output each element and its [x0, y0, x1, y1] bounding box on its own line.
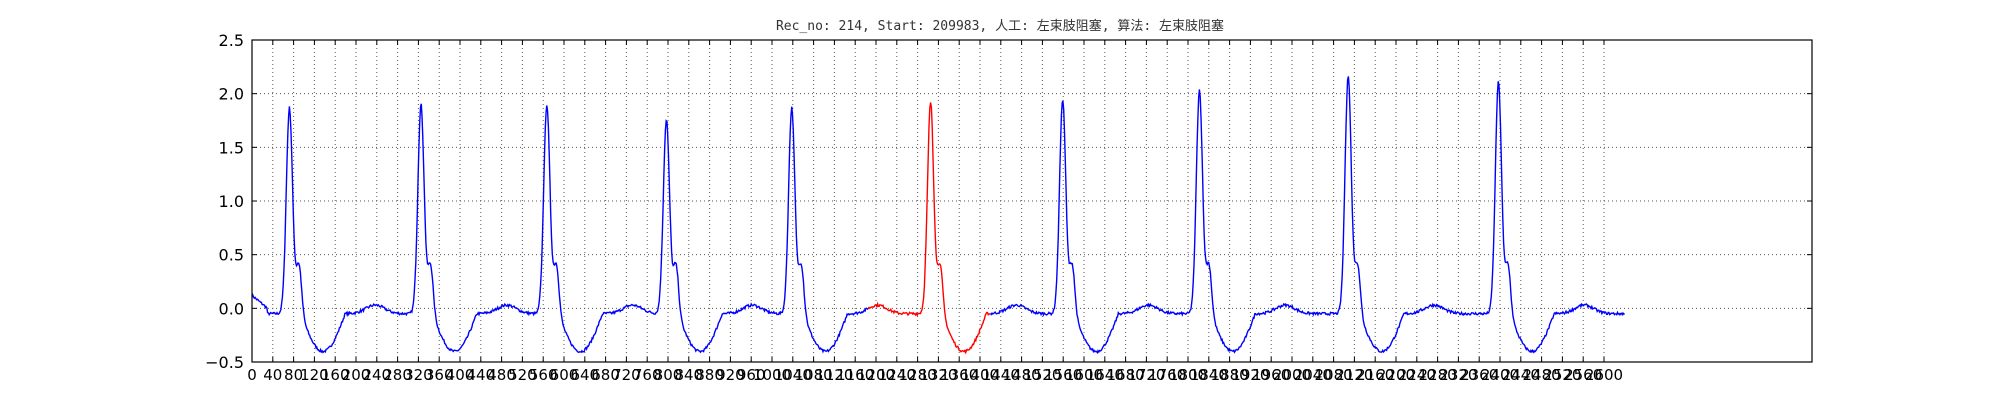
x-tick-label: 1600: [1065, 366, 1103, 384]
x-tick-label: 2360: [1460, 366, 1498, 384]
x-tick-label: 2280: [1419, 366, 1457, 384]
x-tick-label: 2240: [1398, 366, 1436, 384]
y-tick-label: −0.5: [205, 353, 244, 372]
x-tick-label: 1400: [961, 366, 999, 384]
x-tick-label: 240: [362, 366, 391, 384]
signal-series: [251, 76, 1626, 355]
x-tick-label: 2000: [1273, 366, 1311, 384]
x-tick-label: 2560: [1564, 366, 1602, 384]
x-tick-label: 640: [570, 366, 599, 384]
y-tick-label: 1.5: [219, 138, 244, 157]
x-tick-label: 0: [247, 366, 257, 384]
x-tick-label: 160: [321, 366, 350, 384]
x-tick-label: 1160: [836, 366, 874, 384]
x-tick-label: 680: [591, 366, 620, 384]
y-tick-label: 1.0: [219, 192, 244, 211]
x-tick-label: 1200: [857, 366, 895, 384]
x-tick-label: 1080: [795, 366, 833, 384]
x-tick-label: 2040: [1294, 366, 1332, 384]
x-tick-label: 520: [508, 366, 537, 384]
x-tick-label: 280: [383, 366, 412, 384]
x-tick-label: 40: [263, 366, 282, 384]
y-tick-label: 0.0: [219, 299, 244, 318]
x-tick-label: 840: [674, 366, 703, 384]
x-tick-label: 480: [487, 366, 516, 384]
x-tick-label: 1440: [982, 366, 1020, 384]
grid-lines: [252, 40, 1812, 362]
signal-segment-1: [867, 102, 991, 355]
x-tick-label: 1040: [774, 366, 812, 384]
y-tick-label: 2.0: [219, 85, 244, 104]
x-tick-label: 440: [466, 366, 495, 384]
x-tick-label: 960: [737, 366, 766, 384]
x-tick-label: 1680: [1107, 366, 1145, 384]
x-tick-label: 400: [446, 366, 475, 384]
x-tick-label: 1720: [1127, 366, 1165, 384]
x-tick-label: 1240: [878, 366, 916, 384]
x-tick-label: 920: [716, 366, 745, 384]
x-tick-label: 2400: [1481, 366, 1519, 384]
x-tick-label: 880: [695, 366, 724, 384]
y-tick-label: 2.5: [219, 31, 244, 50]
x-tick-label: 1560: [1044, 366, 1082, 384]
chart-title: Rec_no: 214, Start: 209983, 人工: 左束肢阻塞, 算…: [776, 18, 1224, 34]
x-tick-label: 2600: [1585, 366, 1623, 384]
x-tick-label: 1880: [1211, 366, 1249, 384]
signal-segment-2: [989, 76, 1626, 355]
x-tick-label: 2120: [1335, 366, 1373, 384]
x-tick-label: 2160: [1356, 366, 1394, 384]
x-tick-label: 2080: [1315, 366, 1353, 384]
x-tick-label: 1120: [815, 366, 853, 384]
x-tick-label: 1480: [1003, 366, 1041, 384]
x-tick-label: 2320: [1439, 366, 1477, 384]
axis-ticks: 0 40 8012016020024028032036040044048052056…: [205, 31, 1812, 384]
x-tick-label: 1640: [1086, 366, 1124, 384]
x-tick-label: 560: [529, 366, 558, 384]
x-tick-label: 1320: [919, 366, 957, 384]
x-tick-label: 600: [550, 366, 579, 384]
x-tick-label: 1760: [1148, 366, 1186, 384]
y-tick-label: 0.5: [219, 246, 244, 265]
x-tick-label: 1000: [753, 366, 791, 384]
x-tick-label: 80: [284, 366, 303, 384]
x-tick-label: 320: [404, 366, 433, 384]
x-tick-label: 1840: [1190, 366, 1228, 384]
x-tick-label: 1920: [1231, 366, 1269, 384]
x-tick-label: 2480: [1523, 366, 1561, 384]
x-tick-label: 1280: [899, 366, 937, 384]
x-tick-label: 1960: [1252, 366, 1290, 384]
x-tick-label: 120: [300, 366, 329, 384]
x-tick-label: 360: [425, 366, 454, 384]
x-tick-label: 1800: [1169, 366, 1207, 384]
signal-segment-0: [251, 103, 869, 354]
x-tick-label: 1360: [940, 366, 978, 384]
x-tick-label: 720: [612, 366, 641, 384]
x-tick-label: 1520: [1023, 366, 1061, 384]
x-tick-label: 2440: [1502, 366, 1540, 384]
x-tick-label: 760: [633, 366, 662, 384]
x-tick-label: 2520: [1543, 366, 1581, 384]
x-tick-label: 800: [654, 366, 683, 384]
x-tick-label: 200: [342, 366, 371, 384]
x-tick-label: 2200: [1377, 366, 1415, 384]
